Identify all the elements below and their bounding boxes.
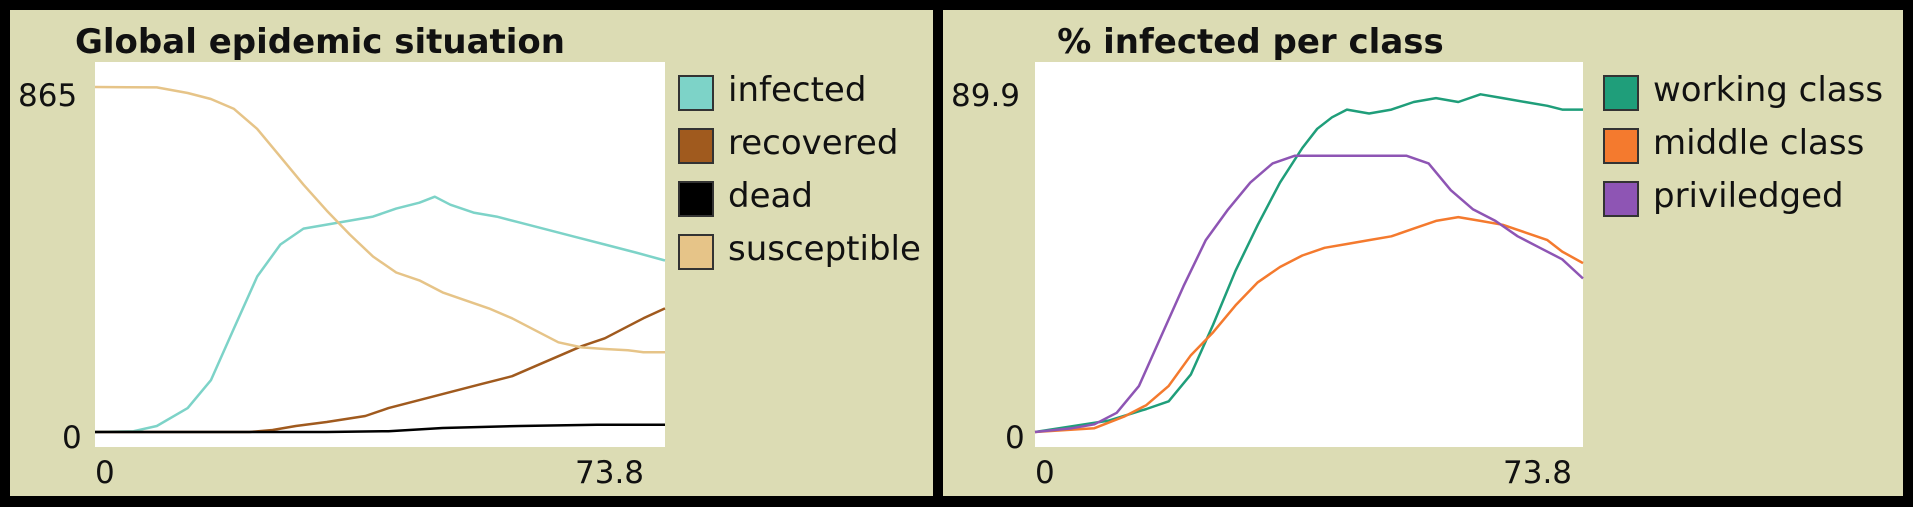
legend-label: dead [728, 176, 813, 216]
legend-label: priviledged [1653, 176, 1844, 216]
plot-area [95, 62, 665, 447]
series-line-priviledged [1034, 154, 1584, 434]
series-line-recovered [95, 307, 666, 434]
y-tick-min: 0 [62, 420, 82, 456]
global-epidemic-plot-panel: Global epidemic situation 865 0 0 73.8 i… [10, 10, 933, 496]
legend-swatch [1603, 128, 1639, 164]
y-tick-max: 89.9 [951, 78, 1021, 114]
series-line-middle-class [1034, 215, 1584, 434]
legend-label: recovered [728, 123, 899, 163]
y-tick-max: 865 [18, 78, 78, 114]
legend-label: middle class [1653, 123, 1865, 163]
x-tick-min: 0 [1035, 455, 1055, 491]
series-line-infected [94, 195, 666, 434]
legend-label: susceptible [728, 229, 921, 269]
legend-swatch [678, 234, 714, 270]
chart-title: % infected per class [1057, 22, 1444, 62]
series-line-dead [95, 423, 665, 434]
chart-title: Global epidemic situation [75, 22, 565, 62]
legend-swatch [678, 128, 714, 164]
global-epidemic-chart-svg [94, 85, 666, 434]
series-line-susceptible [94, 85, 665, 354]
x-tick-max: 73.8 [575, 455, 645, 491]
legend-swatch [1603, 181, 1639, 217]
legend-swatch [678, 181, 714, 217]
legend-swatch [678, 75, 714, 111]
x-tick-max: 73.8 [1503, 455, 1573, 491]
legend-label: working class [1653, 70, 1884, 110]
x-tick-min: 0 [95, 455, 115, 491]
infected-per-class-chart-svg [1034, 93, 1584, 434]
infected-per-class-plot-panel: % infected per class 89.9 0 0 73.8 worki… [943, 10, 1903, 496]
series-line-working-class [1034, 93, 1583, 434]
legend-label: infected [728, 70, 867, 110]
y-tick-min: 0 [1005, 420, 1025, 456]
legend-swatch [1603, 75, 1639, 111]
